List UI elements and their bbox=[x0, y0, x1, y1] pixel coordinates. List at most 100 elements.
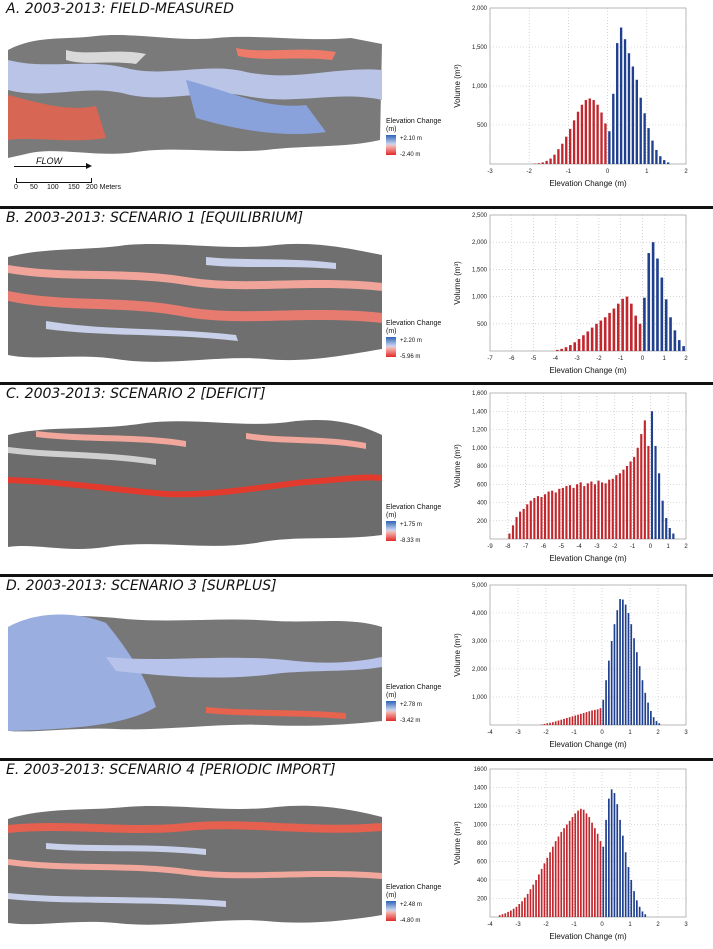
histogram-bar bbox=[655, 149, 658, 164]
map-legend: Elevation Change (m) +2.48 m -4.80 m bbox=[386, 884, 446, 924]
histogram-bar bbox=[660, 277, 664, 351]
x-tick-label: -2 bbox=[543, 922, 549, 928]
histogram-bar bbox=[616, 303, 620, 351]
histogram-bar bbox=[612, 308, 616, 351]
histogram-bar bbox=[568, 128, 572, 164]
plot-area bbox=[489, 584, 687, 726]
legend-low: -5.96 m bbox=[400, 354, 421, 360]
x-tick-label: -3 bbox=[515, 922, 521, 928]
histogram-bar bbox=[563, 828, 565, 917]
histogram-bar bbox=[613, 624, 616, 725]
histogram-bar bbox=[536, 496, 539, 539]
legend-low: -2.40 m bbox=[400, 152, 421, 158]
y-axis-label: Volume (m³) bbox=[453, 261, 462, 305]
legend-low: -3.42 m bbox=[400, 718, 421, 724]
histogram-bar bbox=[640, 434, 643, 539]
histogram-chart: -4 -3 -2 -1 0 1 2 3 200 400 600 800 1000 1200 1400 1600… bbox=[453, 767, 688, 941]
histogram-bar bbox=[552, 722, 554, 725]
x-tick-label: 0 bbox=[641, 356, 645, 362]
legend-low: -4.80 m bbox=[400, 918, 421, 924]
histogram-bar bbox=[600, 112, 603, 164]
scale-bar bbox=[16, 178, 92, 183]
y-tick-label: 2,000 bbox=[472, 667, 488, 673]
histogram-bar bbox=[673, 330, 677, 351]
histogram-bar bbox=[603, 317, 607, 351]
legend-title: Elevation Change (m) bbox=[386, 504, 442, 519]
y-axis-label: Volume (m³) bbox=[453, 633, 462, 677]
legend-low: -8.33 m bbox=[400, 538, 421, 544]
histogram-bar bbox=[647, 253, 651, 351]
x-tick-label: -1 bbox=[571, 922, 577, 928]
y-tick-label: 800 bbox=[477, 841, 488, 847]
x-tick-label: 0 bbox=[600, 922, 604, 928]
histogram-bar bbox=[594, 828, 596, 917]
histogram-bar bbox=[636, 652, 638, 725]
histogram-bar bbox=[522, 508, 525, 539]
histogram-bar bbox=[633, 638, 635, 725]
y-tick-label: 200 bbox=[477, 897, 488, 903]
histogram-bar bbox=[656, 258, 659, 351]
x-tick-label: -3 bbox=[487, 169, 493, 175]
histogram-bar bbox=[663, 160, 666, 164]
x-tick-label: -3 bbox=[515, 730, 521, 736]
histogram-bar bbox=[588, 98, 591, 164]
scale-label: 50 bbox=[30, 184, 38, 191]
x-tick-label: -2 bbox=[612, 544, 618, 550]
histogram-bar bbox=[549, 722, 551, 725]
histogram-bar bbox=[554, 492, 557, 539]
histogram-bar bbox=[635, 79, 638, 164]
y-tick-label: 200 bbox=[477, 519, 488, 525]
x-tick-label: -4 bbox=[553, 356, 559, 362]
histogram-bar bbox=[566, 718, 568, 725]
histogram-bar bbox=[580, 713, 582, 725]
histogram-bar bbox=[636, 447, 639, 539]
histogram-bar bbox=[622, 599, 624, 725]
x-tick-label: 1 bbox=[663, 356, 667, 362]
histogram-bar bbox=[630, 624, 633, 725]
histogram-bar bbox=[616, 610, 619, 725]
histogram-bar bbox=[590, 481, 593, 539]
histogram-bar bbox=[588, 817, 591, 917]
histogram-bar bbox=[599, 320, 603, 351]
histogram-bar bbox=[563, 718, 565, 725]
histogram-bar bbox=[549, 158, 552, 164]
histogram-bar bbox=[636, 900, 638, 917]
histogram-bar bbox=[586, 331, 590, 351]
x-tick-label: -2 bbox=[596, 356, 602, 362]
scale-label: 0 bbox=[14, 184, 18, 191]
plot-area bbox=[489, 7, 687, 165]
histogram-bar bbox=[616, 804, 619, 917]
histogram-bar bbox=[643, 420, 646, 539]
panel-b: B. 2003-2013: SCENARIO 1 [EQUILIBRIUM] E… bbox=[0, 209, 713, 382]
x-tick-label: -9 bbox=[487, 544, 493, 550]
histogram-bar bbox=[625, 296, 629, 351]
histogram-bar bbox=[591, 710, 593, 725]
map-legend: Elevation Change (m) +2.10 m -2.40 m bbox=[386, 118, 446, 158]
histogram-bar bbox=[677, 340, 681, 351]
elevation-change-map bbox=[8, 243, 382, 362]
histogram-bar bbox=[538, 874, 540, 917]
histogram-bar bbox=[664, 299, 668, 351]
elevation-change-map bbox=[8, 419, 382, 549]
histogram-bar bbox=[619, 27, 623, 164]
histogram-bar bbox=[576, 484, 579, 539]
histogram-bar bbox=[543, 494, 547, 539]
histogram-bar bbox=[643, 297, 646, 351]
histogram-bar bbox=[608, 798, 610, 917]
histogram-bar bbox=[546, 857, 549, 917]
histogram-bar bbox=[622, 469, 625, 539]
histogram-bar bbox=[624, 852, 627, 917]
histogram-bar bbox=[571, 817, 574, 917]
histogram-bar bbox=[511, 525, 515, 539]
x-tick-label: 2 bbox=[656, 922, 660, 928]
histogram-bar bbox=[533, 497, 536, 539]
x-tick-label: 3 bbox=[684, 730, 688, 736]
histogram-bar bbox=[549, 852, 551, 917]
histogram-bar bbox=[638, 666, 641, 725]
y-tick-label: 1000 bbox=[474, 823, 488, 829]
panel-divider bbox=[0, 574, 713, 577]
histogram-bar bbox=[521, 901, 523, 917]
x-tick-label: -1 bbox=[566, 169, 572, 175]
histogram-bar bbox=[655, 721, 658, 725]
legend-high: +2.10 m bbox=[400, 136, 422, 142]
